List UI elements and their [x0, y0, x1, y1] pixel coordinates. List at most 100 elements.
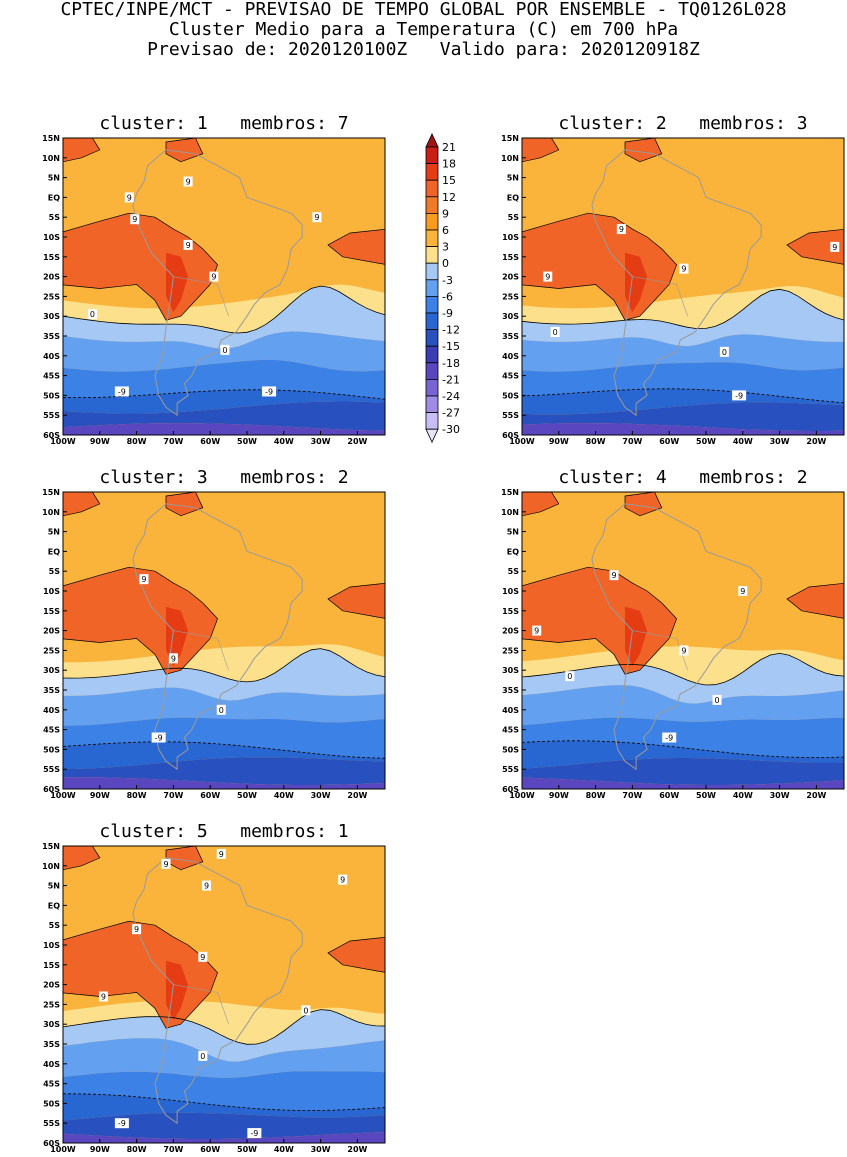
lon-tick-label: 80W [127, 791, 147, 800]
contour-label: 0 [722, 348, 727, 357]
contour-label: -9 [118, 387, 126, 396]
lat-tick-label: 10S [43, 941, 60, 950]
lat-tick-label: 35S [502, 686, 519, 695]
colorbar-swatch [425, 163, 439, 181]
colorbar-label: -27 [442, 407, 460, 420]
colorbar: 21 18 15 12 9 6 3 0 -3 -6 -9 -12 -15 -18 -21 -24 -27 -30 [425, 133, 460, 444]
contour-label: 9 [134, 925, 139, 934]
map-panel-4: 9 9 9 9 0 0 -9 15N 10N 5N EQ 5S 10S 15S 20S 25S 30S 35S 40… [501, 488, 845, 800]
lat-tick-label: 10N [42, 862, 60, 871]
lat-tick-label: 45S [502, 726, 519, 735]
contour-label: -9 [250, 1129, 258, 1138]
contour-label: -9 [265, 387, 273, 396]
lon-tick-label: 40W [274, 791, 294, 800]
contour-label: 9 [219, 850, 224, 859]
lat-tick-label: 60S [43, 785, 60, 794]
lat-tick-label: 5N [48, 528, 60, 537]
lat-tick-label: 20S [502, 627, 519, 636]
lat-tick-label: 25S [43, 1000, 60, 1009]
lat-tick-label: 15S [43, 961, 60, 970]
colorbar-swatch [425, 329, 439, 347]
lon-tick-label: 80W [127, 1145, 147, 1154]
map-panel-3: 9 9 0 -9 15N 10N 5N EQ 5S 10S 15S 20S 25S 30S 35S 40S 45… [42, 488, 386, 800]
lat-tick-label: 50S [43, 1099, 60, 1108]
lat-tick-label: 60S [502, 431, 519, 440]
lon-tick-label: 20W [347, 791, 367, 800]
colorbar-label: 15 [442, 174, 456, 187]
lat-tick-label: 5N [48, 882, 60, 891]
lon-tick-label: 20W [806, 437, 826, 446]
lon-tick-label: 80W [586, 791, 606, 800]
lon-tick-label: 80W [127, 437, 147, 446]
colorbar-label: 9 [442, 207, 449, 220]
lat-tick-label: 20S [43, 981, 60, 990]
contour-label: -9 [155, 734, 163, 743]
lat-tick-label: 5S [49, 213, 61, 222]
lon-tick-label: 90W [90, 1145, 110, 1154]
lon-tick-label: 80W [586, 437, 606, 446]
lon-tick-label: 70W [163, 1145, 183, 1154]
lat-tick-label: 5S [49, 567, 61, 576]
colorbar-label: -18 [442, 357, 460, 370]
lat-tick-label: 50S [43, 745, 60, 754]
lon-tick-label: 20W [806, 791, 826, 800]
lat-tick-label: 45S [502, 372, 519, 381]
lat-tick-label: 10S [502, 587, 519, 596]
lat-tick-label: 40S [43, 706, 60, 715]
lon-tick-label: 50W [237, 1145, 257, 1154]
contour-label: -9 [735, 391, 743, 400]
contour-label: 0 [303, 1006, 308, 1015]
lon-tick-label: 60W [200, 437, 220, 446]
lat-tick-label: 55S [43, 1119, 60, 1128]
lon-tick-label: 30W [770, 437, 790, 446]
lat-tick-label: 15N [42, 488, 60, 497]
lat-tick-label: 45S [43, 1080, 60, 1089]
lat-tick-label: 5N [507, 528, 519, 537]
lon-tick-label: 50W [696, 791, 716, 800]
lat-tick-label: 5N [507, 174, 519, 183]
lat-tick-label: 40S [43, 1060, 60, 1069]
colorbar-label: -21 [442, 373, 460, 386]
lon-tick-label: 90W [90, 791, 110, 800]
lon-tick-label: 90W [549, 791, 569, 800]
lat-tick-label: 35S [502, 332, 519, 341]
colorbar-swatch [425, 395, 439, 414]
panel-title-2: cluster: 2 membros: 3 [558, 113, 808, 134]
header-line-3: Previsao de: 2020120100Z Valido para: 20… [147, 39, 700, 60]
contour-label: 9 [186, 241, 191, 250]
lat-tick-label: 15N [42, 842, 60, 851]
colorbar-swatch [425, 312, 439, 331]
map-panel-1: 9 9 9 9 9 9 0 0 -9 -9 15N 10N 5N EQ 5S 10S 15S 20S 25S 30S 3… [42, 134, 386, 446]
lat-tick-label: 30S [43, 666, 60, 675]
lat-tick-label: 10S [502, 233, 519, 242]
lat-tick-label: 30S [502, 666, 519, 675]
lon-tick-label: 70W [622, 437, 642, 446]
lat-tick-label: 25S [502, 292, 519, 301]
lon-tick-label: 90W [549, 437, 569, 446]
lat-tick-label: 25S [43, 292, 60, 301]
lat-tick-label: 10N [42, 154, 60, 163]
panel-title-1: cluster: 1 membros: 7 [99, 113, 349, 134]
header-line-2: Cluster Medio para a Temperatura (C) em … [168, 19, 679, 40]
lat-tick-label: 40S [43, 352, 60, 361]
colorbar-label: 0 [442, 257, 449, 270]
lat-tick-label: 25S [43, 646, 60, 655]
lon-tick-label: 60W [200, 1145, 220, 1154]
lat-tick-label: 15N [501, 134, 519, 143]
lat-tick-label: 25S [502, 646, 519, 655]
map-panel-5: 9 9 9 9 9 9 9 0 0 -9 -9 15N 10N 5N EQ 5S 10S 15S 20S 25S 30S… [42, 842, 386, 1154]
lat-tick-label: EQ [507, 547, 519, 556]
lat-tick-label: 20S [502, 273, 519, 282]
lat-tick-label: 50S [43, 391, 60, 400]
panel-title-3: cluster: 3 membros: 2 [99, 467, 349, 488]
contour-label: 9 [611, 571, 616, 580]
lat-tick-label: 20S [43, 273, 60, 282]
lat-tick-label: EQ [48, 901, 60, 910]
lon-tick-label: 60W [659, 791, 679, 800]
lon-tick-label: 40W [733, 791, 753, 800]
lat-tick-label: 10S [43, 233, 60, 242]
panel-title-4: cluster: 4 membros: 2 [558, 467, 808, 488]
lon-tick-label: 50W [237, 437, 257, 446]
lat-tick-label: 35S [43, 332, 60, 341]
colorbar-swatch [425, 179, 439, 198]
